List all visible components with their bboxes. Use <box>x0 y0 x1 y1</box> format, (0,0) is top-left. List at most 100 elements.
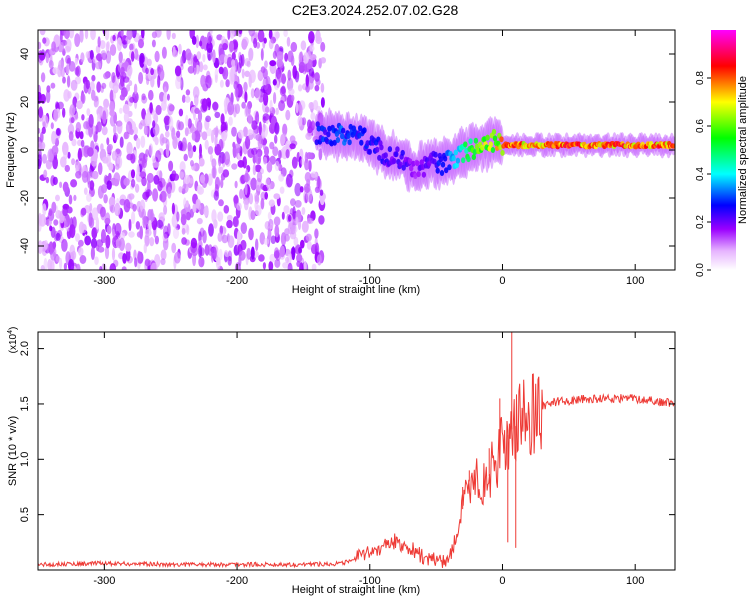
heatmap-noise-blob <box>114 222 122 236</box>
heatmap-noise-blob <box>96 81 102 93</box>
colorbar-tick-label: 0.6 <box>695 119 706 133</box>
heatmap-noise-blob <box>52 67 59 75</box>
heatmap-ridge-cell <box>365 140 370 147</box>
heatmap-noise-blob <box>153 174 160 185</box>
heatmap-noise-blob <box>283 30 288 37</box>
heatmap-noise-blob <box>100 143 104 151</box>
heatmap-noise-blob <box>194 107 200 114</box>
heatmap-noise-blob <box>270 235 276 244</box>
heatmap-noise-blob <box>120 66 125 76</box>
heatmap-noise-blob <box>276 51 284 62</box>
heatmap-noise-blob <box>204 139 209 150</box>
heatmap-noise-blob <box>101 126 108 136</box>
heatmap-noise-blob <box>255 151 262 165</box>
heatmap-noise-blob <box>120 30 124 37</box>
heatmap-noise-blob <box>272 146 279 157</box>
heatmap-noise-blob <box>191 132 196 141</box>
heatmap-x-ticks: -300 -200 -100 0 100 <box>93 30 644 287</box>
heatmap-noise-blob <box>244 182 248 196</box>
heatmap-noise-blob <box>275 31 280 39</box>
heatmap-noise-blob <box>308 31 315 44</box>
heatmap-noise-blob <box>316 254 322 266</box>
colorbar-tick-label: 0.2 <box>695 215 706 229</box>
heatmap-ridge-cell <box>416 171 421 178</box>
heatmap-ridge-cell <box>341 127 346 134</box>
heatmap-noise-blob <box>264 60 268 69</box>
heatmap-noise-blob <box>83 121 90 130</box>
heatmap-noise-blob <box>248 227 254 241</box>
heatmap-noise-blob <box>212 49 216 64</box>
heatmap-noise-blob <box>74 57 78 65</box>
heatmap-noise-blob <box>243 172 250 183</box>
heatmap-ridge-cell <box>492 135 498 142</box>
heatmap-noise-blob <box>96 121 102 133</box>
heatmap-noise-blob <box>273 92 277 104</box>
heatmap-noise-blob <box>268 30 273 40</box>
heatmap-ridge-cell <box>346 133 351 139</box>
heatmap-noise-blob <box>234 103 241 115</box>
snr-x-tick-label: -100 <box>359 575 381 587</box>
heatmap-noise-blob <box>118 237 125 251</box>
heatmap-ridge-cell <box>419 159 424 166</box>
heatmap-noise-blob <box>113 178 120 187</box>
heatmap-noise-blob <box>148 143 154 156</box>
heatmap-ridge-cell <box>392 158 397 164</box>
heatmap-noise-blob <box>186 224 190 235</box>
heatmap-ridge-cell <box>377 154 382 161</box>
heatmap-ridge-cell <box>440 161 446 168</box>
heatmap-ridge-cell <box>401 164 406 171</box>
heatmap-noise-blob <box>112 82 119 94</box>
heatmap-noise-blob <box>258 121 262 136</box>
heatmap-noise-blob <box>69 244 76 257</box>
heatmap-x-label: Height of straight line (km) <box>292 284 420 296</box>
heatmap-noise-blob <box>314 72 320 82</box>
heatmap-noise-blob <box>163 205 168 215</box>
heatmap-noise-blob <box>171 202 175 215</box>
heatmap-noise-blob <box>91 207 99 221</box>
heatmap-ridge-cell <box>415 160 420 167</box>
heatmap-noise-blob <box>56 128 61 136</box>
heatmap-noise-blob <box>134 48 139 60</box>
heatmap-noise-blob <box>149 237 155 247</box>
heatmap-noise-blob <box>50 250 56 261</box>
heatmap-noise-blob <box>245 135 251 150</box>
heatmap-noise-blob <box>184 127 189 137</box>
heatmap-noise-blob <box>250 210 256 221</box>
heatmap-noise-blob <box>145 67 149 75</box>
heatmap-noise-blob <box>243 126 248 138</box>
heatmap-noise-blob <box>116 73 121 80</box>
heatmap-noise-blob <box>289 143 296 150</box>
heatmap-noise-blob <box>286 173 293 188</box>
heatmap-ridge-cell <box>466 156 471 163</box>
heatmap-noise-blob <box>159 133 165 146</box>
heatmap-noise-blob <box>109 115 116 127</box>
heatmap-noise-blob <box>178 108 184 117</box>
heatmap-noise-blob <box>248 73 252 88</box>
heatmap-ridge-cell <box>491 128 497 135</box>
heatmap-noise-blob <box>239 188 244 200</box>
heatmap-noise-blob <box>111 150 118 161</box>
heatmap-noise-blob <box>278 173 284 182</box>
heatmap-noise-blob <box>233 195 239 204</box>
heatmap-noise-blob <box>294 70 300 83</box>
heatmap-noise-blob <box>42 153 47 164</box>
heatmap-noise-blob <box>289 135 296 144</box>
heatmap-noise-blob <box>141 108 147 120</box>
heatmap-noise-blob <box>52 156 58 170</box>
heatmap-ridge-cell <box>453 149 458 156</box>
heatmap-noise-blob <box>41 114 49 129</box>
heatmap-noise-blob <box>198 244 203 258</box>
heatmap-noise-blob <box>200 74 206 88</box>
heatmap-noise-blob <box>159 170 163 181</box>
heatmap-ridge-cell <box>439 170 445 176</box>
heatmap-noise-blob <box>92 56 97 64</box>
heatmap-noise-blob <box>308 78 314 90</box>
heatmap-noise-blob <box>274 258 281 268</box>
heatmap-noise-blob <box>190 160 194 167</box>
heatmap-noise-blob <box>75 233 80 242</box>
heatmap-noise-blob <box>264 146 269 157</box>
heatmap-noise-blob <box>113 132 119 141</box>
colorbar-gradient <box>711 30 736 270</box>
heatmap-noise-blob <box>91 74 96 82</box>
